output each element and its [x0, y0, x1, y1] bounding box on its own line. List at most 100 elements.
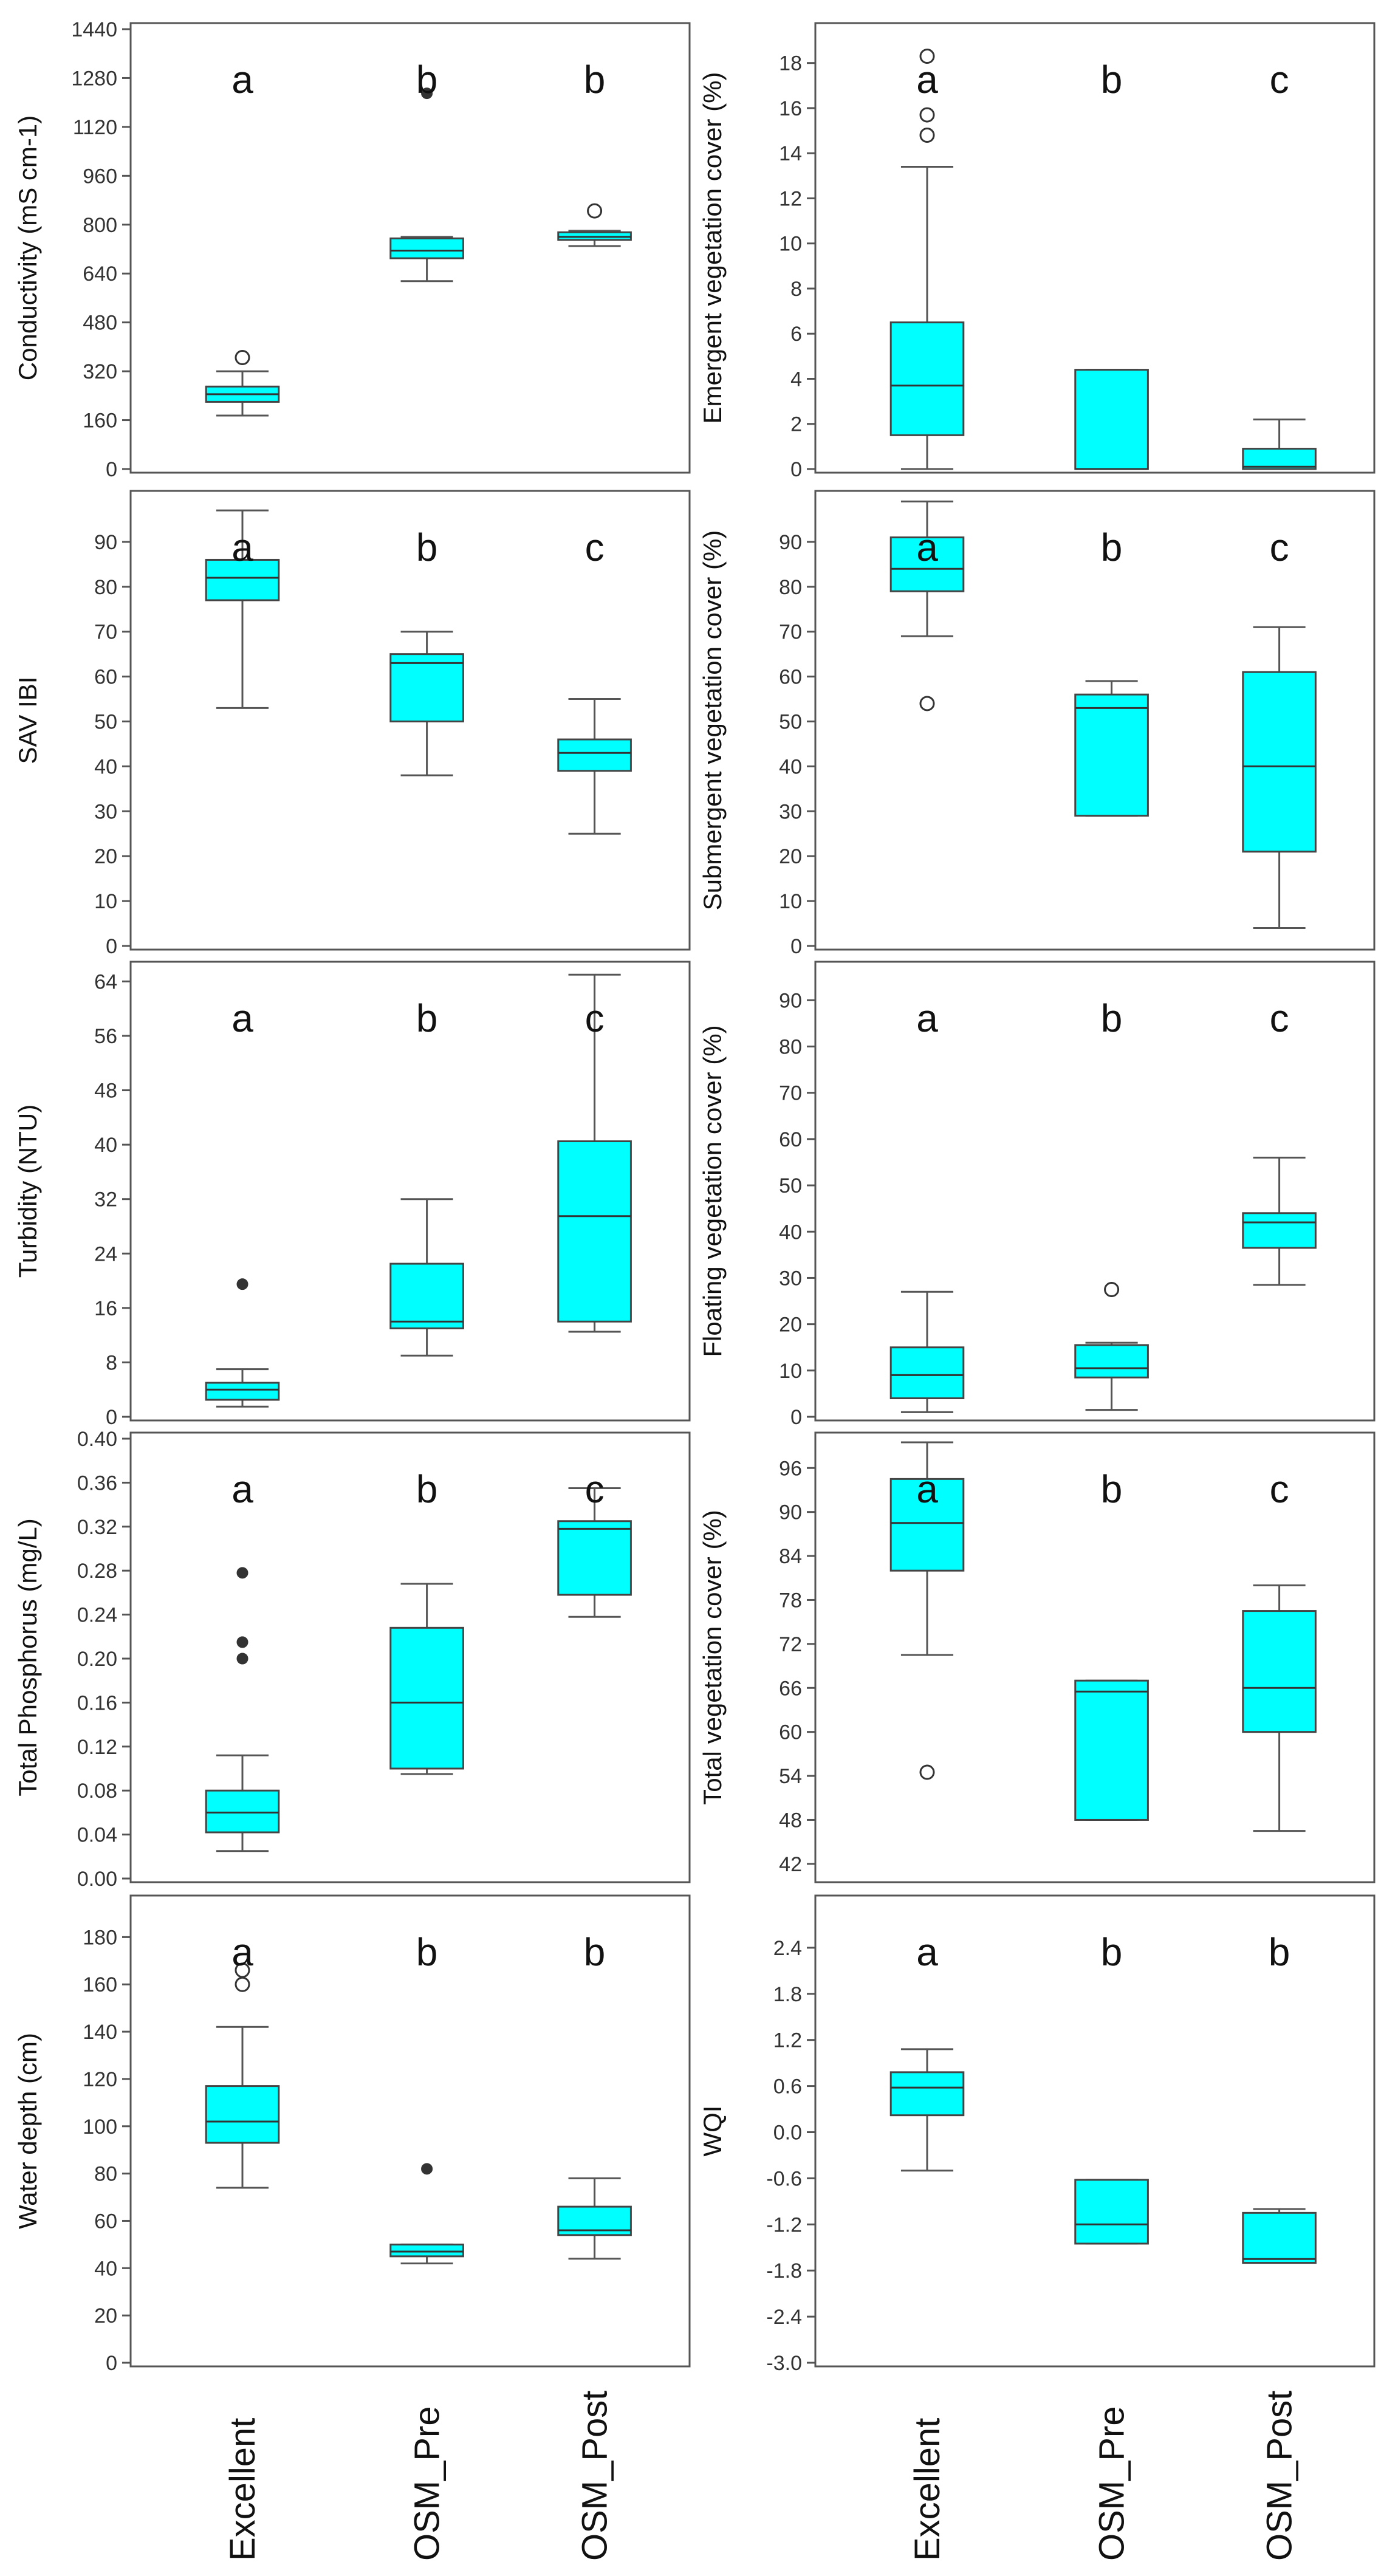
box-OSM_Pre — [389, 1583, 464, 1775]
y-tick-label: 40 — [779, 1221, 802, 1244]
box-iqr — [389, 2243, 464, 2258]
y-tick-label: 54 — [779, 1765, 802, 1788]
box-iqr — [1242, 1610, 1317, 1733]
outlier-point-filled — [236, 1278, 248, 1290]
y-tick-label: 6 — [790, 323, 802, 346]
box-iqr — [557, 738, 632, 772]
panel-left-2: 0 10 20 30 40 50 60 70 80 90 SAV IBI a b c — [13, 490, 691, 958]
y-axis-label: Total vegetation cover (%) — [698, 1510, 727, 1805]
outlier-point-open — [919, 1764, 935, 1780]
box-OSM_Post — [1242, 1156, 1317, 1286]
outlier-point-filled — [236, 1636, 248, 1648]
box-iqr — [1074, 1679, 1149, 1821]
significance-letter: b — [416, 1930, 438, 1974]
y-tick-label: 64 — [94, 970, 117, 993]
y-tick-label: 96 — [779, 1457, 802, 1480]
y-tick-label: 70 — [94, 621, 117, 644]
box-iqr — [205, 2085, 280, 2144]
outlier-point-filled — [421, 87, 433, 100]
significance-letter: a — [916, 526, 938, 569]
y-tick-label: 48 — [94, 1080, 117, 1103]
outlier-point-filled — [236, 1567, 248, 1579]
y-tick-label: 8 — [790, 278, 802, 301]
box-OSM_Post — [557, 973, 632, 1333]
outlier-point-open — [235, 349, 250, 365]
significance-letter: a — [231, 996, 253, 1040]
y-tick-label: 90 — [779, 1501, 802, 1524]
plot-frame — [814, 1894, 1376, 2368]
box-OSM_Pre — [1074, 369, 1149, 470]
panel-right-2: 0 10 20 30 40 50 60 70 80 90 Submergent vegetation… — [698, 490, 1376, 958]
y-tick-label: 0.6 — [773, 2075, 802, 2098]
significance-letter: a — [231, 1467, 253, 1511]
x-category-label: OSM_Pre — [408, 2406, 447, 2561]
significance-letter: a — [231, 526, 253, 569]
y-tick-label: 80 — [94, 576, 117, 599]
y-tick-label: 10 — [779, 890, 802, 913]
y-tick-label: 0.00 — [77, 1868, 117, 1891]
outlier-point-filled — [236, 1653, 248, 1665]
y-tick-label: 0 — [106, 2352, 117, 2375]
box-Excellent — [205, 509, 280, 709]
box-iqr — [1074, 693, 1149, 817]
y-tick-label: 160 — [83, 409, 117, 433]
y-tick-label: 32 — [94, 1188, 117, 1211]
y-tick-label: 0 — [790, 458, 802, 481]
box-Excellent — [205, 1368, 280, 1408]
y-tick-label: 40 — [94, 755, 117, 778]
panel-right-4: 42 48 54 60 66 72 78 84 90 96 Total vegetation cov… — [698, 1431, 1376, 1883]
y-tick-label: 48 — [779, 1809, 802, 1832]
y-tick-label: 0 — [106, 458, 117, 481]
box-Excellent — [889, 165, 965, 470]
y-axis-label: Conductivity (mS cm-1) — [13, 115, 42, 380]
y-tick-label: 0.04 — [77, 1824, 117, 1847]
y-tick-label: 20 — [94, 2304, 117, 2328]
y-tick-label: 70 — [779, 621, 802, 644]
y-tick-label: 80 — [779, 576, 802, 599]
y-axis-label: Emergent vegetation cover (%) — [698, 72, 727, 424]
significance-letter: c — [585, 996, 605, 1040]
y-tick-label: 20 — [779, 845, 802, 868]
y-tick-label: 640 — [83, 262, 117, 286]
box-OSM_Post — [1242, 1584, 1317, 1832]
box-OSM_Pre — [389, 236, 464, 283]
significance-letter: b — [1269, 1930, 1290, 1974]
significance-letter: a — [916, 58, 938, 101]
significance-letter: a — [916, 1467, 938, 1511]
y-tick-label: 12 — [779, 187, 802, 210]
box-OSM_Pre — [389, 631, 464, 776]
box-iqr — [389, 1626, 464, 1770]
y-tick-label: 0.36 — [77, 1471, 117, 1495]
box-iqr — [1074, 1344, 1149, 1379]
y-tick-label: 80 — [779, 1036, 802, 1059]
outlier-point-open — [1104, 1281, 1120, 1297]
y-tick-label: 90 — [94, 531, 117, 554]
box-Excellent — [205, 370, 280, 417]
box-iqr — [557, 1140, 632, 1323]
box-iqr — [1074, 369, 1149, 470]
y-tick-label: 60 — [779, 1721, 802, 1744]
y-tick-label: 0 — [790, 935, 802, 958]
x-category-label: Excellent — [223, 2418, 262, 2561]
box-iqr — [889, 2071, 965, 2117]
y-tick-label: 78 — [779, 1589, 802, 1612]
x-category-label: OSM_Post — [1260, 2391, 1300, 2561]
box-OSM_Post — [557, 2177, 632, 2260]
y-tick-label: 1280 — [71, 67, 117, 90]
y-tick-label: 0.20 — [77, 1648, 117, 1671]
box-OSM_Post — [557, 698, 632, 835]
y-tick-label: 0.0 — [773, 2122, 802, 2145]
y-tick-label: 70 — [779, 1082, 802, 1105]
y-axis-label: Water depth (cm) — [13, 2033, 42, 2229]
significance-letter: a — [231, 58, 253, 101]
outlier-point-open — [587, 203, 603, 219]
significance-letter: a — [231, 1930, 253, 1974]
y-tick-label: 40 — [779, 755, 802, 778]
panel-left-3: 0 8 16 24 32 40 48 56 64 Turbidity (NTU) a b c — [13, 961, 691, 1429]
y-tick-label: 320 — [83, 360, 117, 383]
box-Excellent — [205, 1754, 280, 1852]
box-Excellent — [889, 2048, 965, 2172]
box-iqr — [1242, 2211, 1317, 2264]
y-tick-label: 50 — [779, 711, 802, 734]
panel-left-4: 0.00 0.04 0.08 0.12 0.16 0.20 0.24 0.28 0.32 0.36… — [13, 1428, 691, 1891]
